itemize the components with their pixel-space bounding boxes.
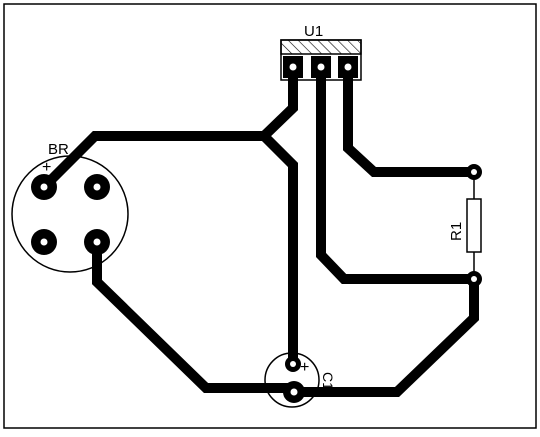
c1-label: C1	[320, 372, 336, 390]
traces	[39, 62, 479, 397]
trace-br-to-c1-minus	[92, 237, 299, 393]
trace-br-to-u1	[39, 62, 298, 192]
u1-heatsink-tab	[280, 39, 362, 55]
c1-pad-plus-hole	[290, 361, 296, 367]
board-outline	[3, 3, 537, 429]
u1-pad-1-hole	[289, 63, 297, 71]
br-pad-minus-hole	[93, 238, 101, 246]
br-label: BR	[48, 141, 69, 158]
u1-pad-2-hole	[317, 63, 325, 71]
c1-pad-minus-hole	[290, 388, 298, 396]
trace-r1-to-c1	[289, 274, 479, 397]
r1-body	[466, 198, 482, 253]
br-pad-ac-1-hole	[93, 183, 101, 191]
trace-u1-to-c1-plus	[259, 131, 298, 369]
br-pad-plus-hole	[40, 183, 48, 191]
component-u1: U1	[280, 23, 362, 81]
c1-plus-marker: +	[300, 359, 309, 376]
r1-label: R1	[448, 222, 465, 241]
u1-pad-3-hole	[344, 63, 352, 71]
r1-pad-top-hole	[471, 169, 477, 175]
component-br: BR +	[11, 141, 129, 273]
br-outline	[11, 155, 129, 273]
c1-outline	[264, 352, 320, 408]
br-pad-ac-2-hole	[40, 238, 48, 246]
component-r1: R1	[448, 164, 482, 287]
u1-label: U1	[304, 23, 323, 40]
trace-u1-to-r1-bottom	[316, 62, 479, 284]
trace-u1-to-r1-top	[343, 62, 479, 177]
br-plus-marker: +	[42, 159, 51, 176]
component-c1: + C1	[264, 352, 336, 408]
r1-pad-bottom-hole	[471, 276, 477, 282]
